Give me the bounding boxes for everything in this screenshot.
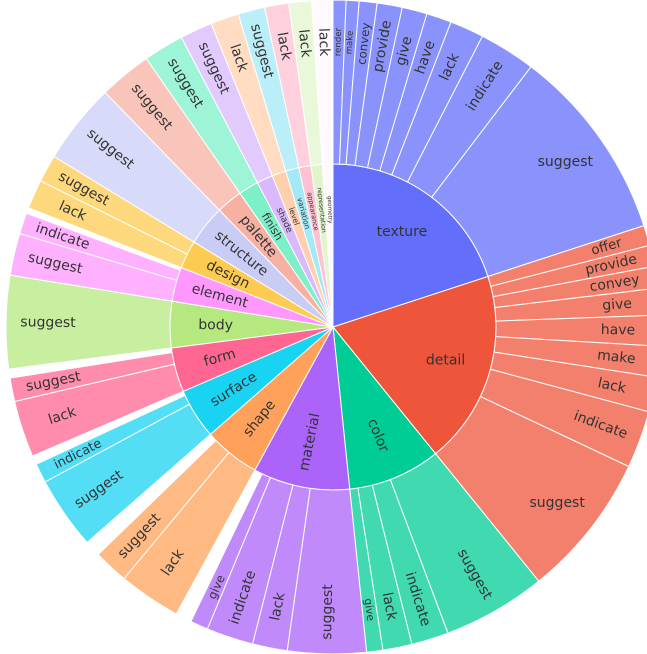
segment-shape-suggest-1[interactable] xyxy=(97,439,230,580)
segment-form-suggest-1[interactable] xyxy=(9,351,175,403)
segment-material-give-3[interactable] xyxy=(190,473,272,630)
segment-element-indicate-1[interactable] xyxy=(19,212,181,282)
segment-geometry-lack-0[interactable] xyxy=(311,0,334,165)
segment-surface-indicate-1[interactable] xyxy=(35,394,191,483)
